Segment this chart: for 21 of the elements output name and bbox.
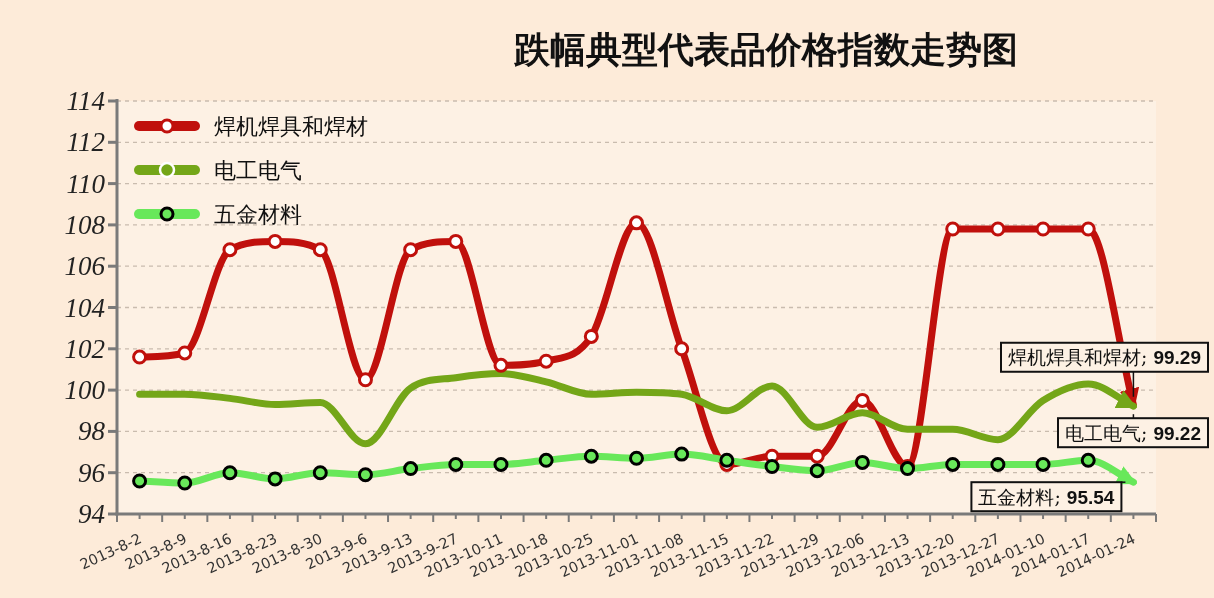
y-tick-label: 96 <box>78 457 106 488</box>
y-tick-label: 110 <box>66 168 106 199</box>
annotation: 电工电气; 99.22 <box>1065 421 1201 444</box>
chart-title: 跌幅典型代表品价格指数走势图 <box>513 28 1018 70</box>
y-tick-label: 98 <box>78 416 106 447</box>
y-tick-label: 102 <box>64 333 105 364</box>
y-tick-label: 114 <box>66 86 105 116</box>
y-tick-label: 100 <box>64 375 106 406</box>
y-tick-label: 112 <box>66 127 105 158</box>
y-tick-label: 94 <box>78 499 105 529</box>
legend-label: 电工电气 <box>214 158 302 183</box>
annotation: 焊机焊具和焊材; 99.29 <box>1008 346 1201 369</box>
annotation: 电工电气; 99.22 <box>1057 413 1209 449</box>
annotation: 五金材料; 95.54 <box>970 481 1127 513</box>
y-tick-label: 108 <box>64 209 106 240</box>
y-tick-label: 104 <box>64 292 105 323</box>
annotation: 焊机焊具和焊材; 99.29 <box>1000 341 1209 398</box>
legend-label: 五金材料 <box>214 202 302 227</box>
legend-label: 焊机焊具和焊材 <box>214 114 368 139</box>
annotation: 五金材料; 95.54 <box>978 485 1115 508</box>
y-tick-label: 106 <box>64 251 106 282</box>
